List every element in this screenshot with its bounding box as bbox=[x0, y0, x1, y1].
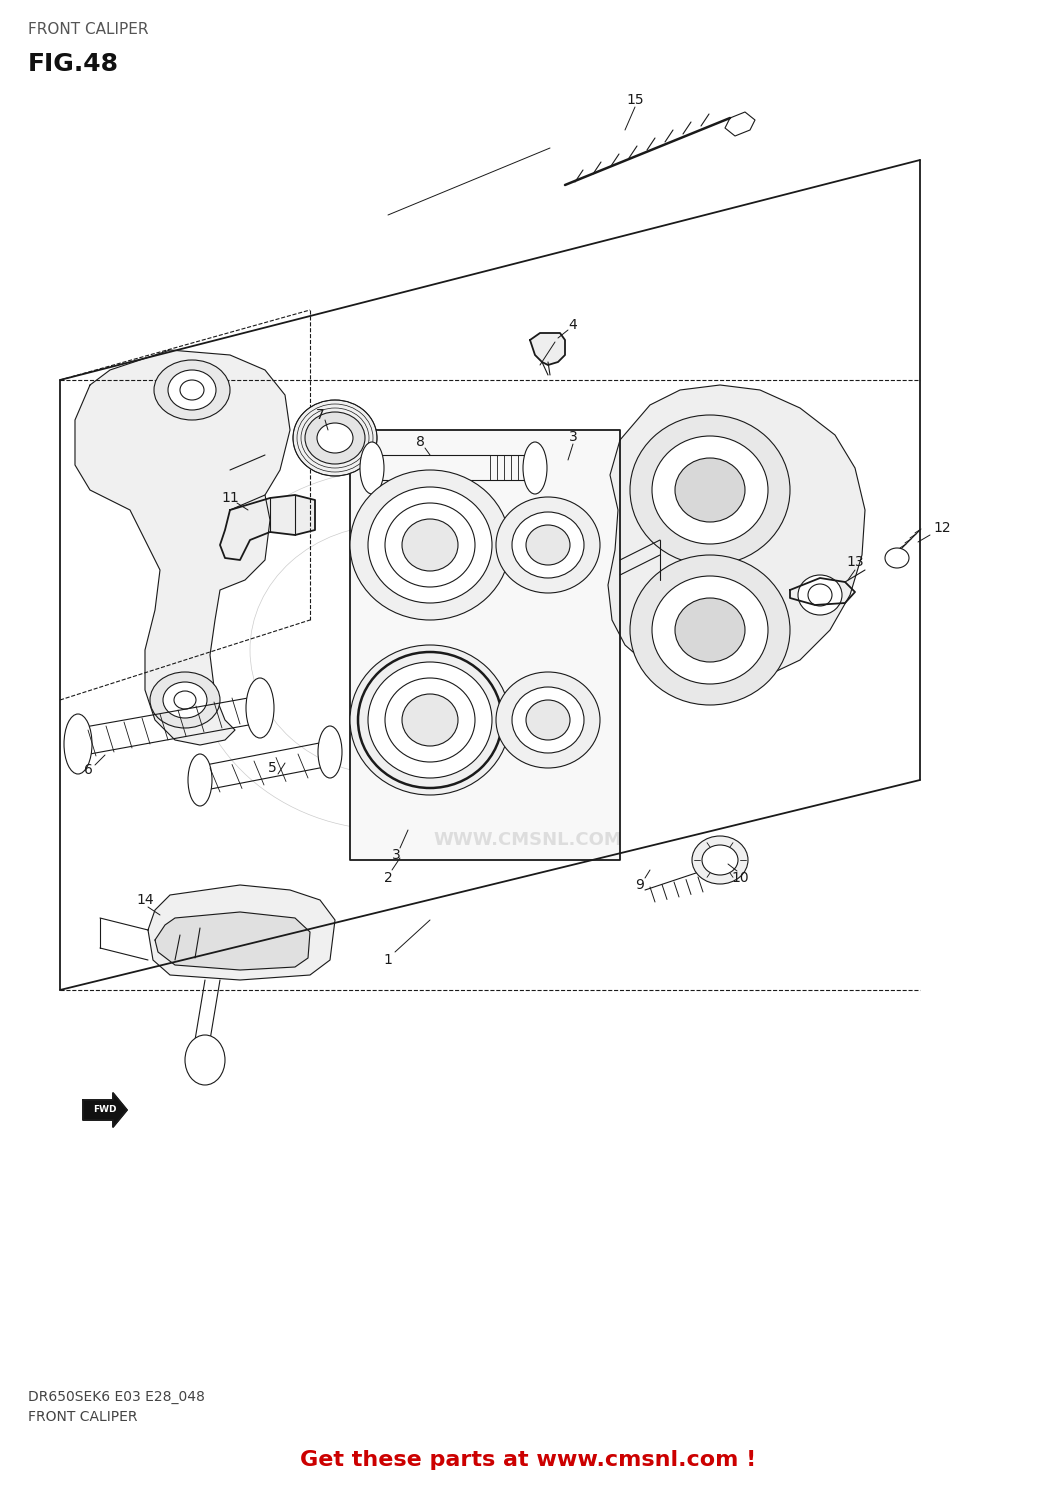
Ellipse shape bbox=[675, 598, 745, 662]
Polygon shape bbox=[148, 885, 335, 980]
Ellipse shape bbox=[305, 413, 365, 464]
Ellipse shape bbox=[293, 400, 377, 476]
Ellipse shape bbox=[402, 519, 458, 572]
Ellipse shape bbox=[798, 574, 842, 615]
Ellipse shape bbox=[675, 458, 745, 522]
Text: 14: 14 bbox=[136, 892, 154, 908]
Ellipse shape bbox=[360, 442, 384, 494]
Ellipse shape bbox=[652, 436, 768, 544]
Text: 11: 11 bbox=[221, 490, 239, 506]
Text: 5: 5 bbox=[267, 760, 276, 776]
Ellipse shape bbox=[512, 687, 585, 753]
Polygon shape bbox=[350, 430, 620, 859]
Polygon shape bbox=[155, 912, 310, 970]
Text: 10: 10 bbox=[731, 871, 748, 885]
Ellipse shape bbox=[180, 380, 204, 400]
Ellipse shape bbox=[318, 726, 342, 778]
Polygon shape bbox=[220, 495, 315, 560]
Ellipse shape bbox=[154, 360, 230, 420]
Text: Get these parts at www.cmsnl.com !: Get these parts at www.cmsnl.com ! bbox=[300, 1450, 756, 1470]
Text: 13: 13 bbox=[847, 555, 864, 568]
Text: c: c bbox=[242, 969, 248, 981]
Ellipse shape bbox=[168, 370, 216, 410]
Ellipse shape bbox=[692, 836, 748, 884]
Ellipse shape bbox=[350, 470, 509, 620]
Ellipse shape bbox=[630, 555, 790, 705]
Ellipse shape bbox=[402, 694, 458, 746]
Text: 3: 3 bbox=[392, 847, 401, 862]
Ellipse shape bbox=[652, 576, 768, 684]
Ellipse shape bbox=[885, 548, 909, 568]
Text: FRONT CALIPER: FRONT CALIPER bbox=[27, 1410, 137, 1424]
Polygon shape bbox=[84, 1094, 127, 1126]
Polygon shape bbox=[608, 386, 865, 686]
Text: WWW.CMSNL.COM: WWW.CMSNL.COM bbox=[433, 831, 623, 849]
Text: FWD: FWD bbox=[93, 1106, 116, 1114]
Text: CMS: CMS bbox=[353, 626, 427, 654]
Polygon shape bbox=[725, 112, 755, 136]
Text: 8: 8 bbox=[415, 435, 425, 448]
Text: FIG.48: FIG.48 bbox=[27, 53, 119, 76]
Ellipse shape bbox=[174, 692, 196, 709]
Ellipse shape bbox=[523, 442, 548, 494]
Ellipse shape bbox=[163, 682, 207, 718]
Ellipse shape bbox=[368, 662, 492, 778]
Ellipse shape bbox=[512, 512, 585, 578]
Ellipse shape bbox=[188, 754, 212, 806]
Polygon shape bbox=[530, 333, 565, 364]
Text: 9: 9 bbox=[635, 878, 645, 892]
Polygon shape bbox=[75, 350, 290, 746]
Text: DR650SEK6 E03 E28_048: DR650SEK6 E03 E28_048 bbox=[27, 1390, 205, 1404]
Text: 7: 7 bbox=[316, 408, 324, 422]
Ellipse shape bbox=[630, 416, 790, 566]
Text: 2: 2 bbox=[384, 871, 392, 885]
Ellipse shape bbox=[350, 645, 509, 795]
Ellipse shape bbox=[702, 844, 738, 874]
Ellipse shape bbox=[526, 525, 570, 566]
Text: 3: 3 bbox=[569, 430, 577, 444]
Text: 6: 6 bbox=[84, 764, 92, 777]
Ellipse shape bbox=[526, 700, 570, 740]
Text: 1: 1 bbox=[384, 952, 392, 968]
Ellipse shape bbox=[64, 714, 92, 774]
Ellipse shape bbox=[385, 678, 475, 762]
Ellipse shape bbox=[368, 488, 492, 603]
Ellipse shape bbox=[317, 423, 353, 453]
Ellipse shape bbox=[496, 496, 600, 592]
Text: 4: 4 bbox=[569, 318, 577, 332]
Ellipse shape bbox=[150, 672, 220, 728]
Text: c: c bbox=[242, 939, 248, 951]
Text: 15: 15 bbox=[626, 93, 644, 106]
Ellipse shape bbox=[185, 1035, 225, 1084]
Ellipse shape bbox=[496, 672, 600, 768]
Text: FRONT CALIPER: FRONT CALIPER bbox=[27, 22, 148, 38]
Ellipse shape bbox=[246, 678, 274, 738]
Text: 12: 12 bbox=[933, 520, 951, 536]
Ellipse shape bbox=[385, 503, 475, 586]
